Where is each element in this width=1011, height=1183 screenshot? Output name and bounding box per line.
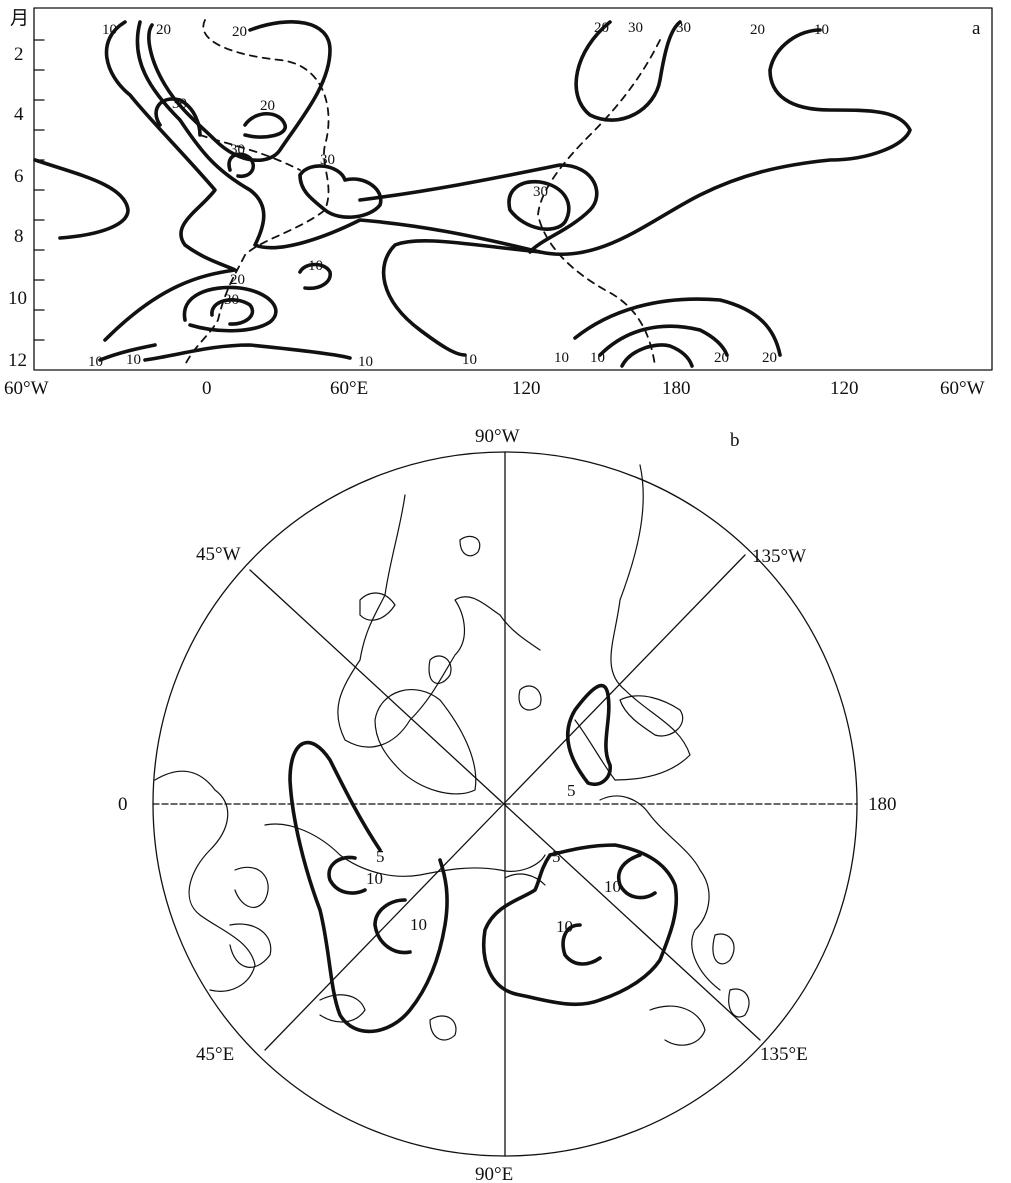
x-tick-label: 180 <box>662 378 691 399</box>
contour-label: 5 <box>376 847 385 866</box>
contour-label: 20 <box>750 22 765 38</box>
y-tick-label: 12 <box>8 350 27 371</box>
contour-label: 10 <box>126 352 141 368</box>
meridian-label: 135°E <box>760 1044 808 1065</box>
contour-label: 30 <box>676 20 691 36</box>
y-tick-label: 4 <box>14 104 24 125</box>
meridian-label: 45°W <box>196 544 241 565</box>
meridian-label: 90°E <box>475 1164 513 1183</box>
contour-label: 10 <box>814 22 829 38</box>
contour-label: 10 <box>556 917 573 936</box>
x-tick-label: 120 <box>830 378 859 399</box>
contour-label: 10 <box>410 915 427 934</box>
contour-label: 20 <box>762 350 777 366</box>
contour-lines-b <box>288 683 679 1034</box>
x-tick-label: 0 <box>202 378 212 399</box>
x-tick-label: 120 <box>512 378 541 399</box>
meridian-label: 180 <box>868 794 897 815</box>
contour-label: 10 <box>604 877 621 896</box>
contour-label: 20 <box>230 272 245 288</box>
contour-label: 10 <box>462 352 477 368</box>
panel-b: 90°W b 45°W 135°W 0 180 45°E 135°E 90°E <box>118 426 897 1183</box>
contour-label: 10 <box>366 869 383 888</box>
x-tick-label: 60°W <box>940 378 985 399</box>
meridian-label: 135°W <box>752 546 806 567</box>
contour-label: 20 <box>594 20 609 36</box>
x-tick-label: 60°W <box>4 378 49 399</box>
coastlines <box>154 464 750 1046</box>
contour-label: 10 <box>554 350 569 366</box>
contour-label: 30 <box>230 142 245 158</box>
y-tick-label: 2 <box>14 44 24 65</box>
contour-label: 5 <box>552 847 561 866</box>
contour-label: 10 <box>590 350 605 366</box>
y-tick-label: 10 <box>8 288 27 309</box>
panel-a-frame <box>33 7 993 371</box>
y-axis-ticks <box>33 39 45 341</box>
contour-label: 10 <box>88 354 103 370</box>
contour-label: 10 <box>102 22 117 38</box>
y-axis-unit: 月 <box>10 8 29 29</box>
contour-label: 20 <box>156 22 171 38</box>
y-tick-label: 8 <box>14 226 24 247</box>
contour-lines <box>33 20 912 368</box>
contour-label: 10 <box>358 354 373 370</box>
contour-label: 20 <box>232 24 247 40</box>
contour-label: 30 <box>628 20 643 36</box>
contour-label: 30 <box>224 292 239 308</box>
x-tick-label: 60°E <box>330 378 368 399</box>
contour-label: 5 <box>567 781 576 800</box>
contour-label: 10 <box>308 258 323 274</box>
contour-label: 20 <box>260 98 275 114</box>
y-tick-label: 6 <box>14 166 24 187</box>
contour-label: 30 <box>533 184 548 200</box>
trough-lines <box>184 19 661 367</box>
contour-label: 30 <box>172 96 187 112</box>
meridian-lines <box>152 451 858 1157</box>
contour-label: 30 <box>320 152 335 168</box>
meridian-label: 0 <box>118 794 128 815</box>
meridian-label: 45°E <box>196 1044 234 1065</box>
meridian-label: 90°W <box>475 426 520 447</box>
contour-labels-a: 10 20 20 20 30 30 20 10 30 20 30 30 30 1… <box>88 20 829 370</box>
panel-a: 月 2 4 6 8 10 12 60°W 0 60°E 120 180 120 … <box>4 7 993 399</box>
contour-label: 20 <box>714 350 729 366</box>
panel-letter-b: b <box>730 430 740 451</box>
panel-letter-a: a <box>972 18 981 39</box>
